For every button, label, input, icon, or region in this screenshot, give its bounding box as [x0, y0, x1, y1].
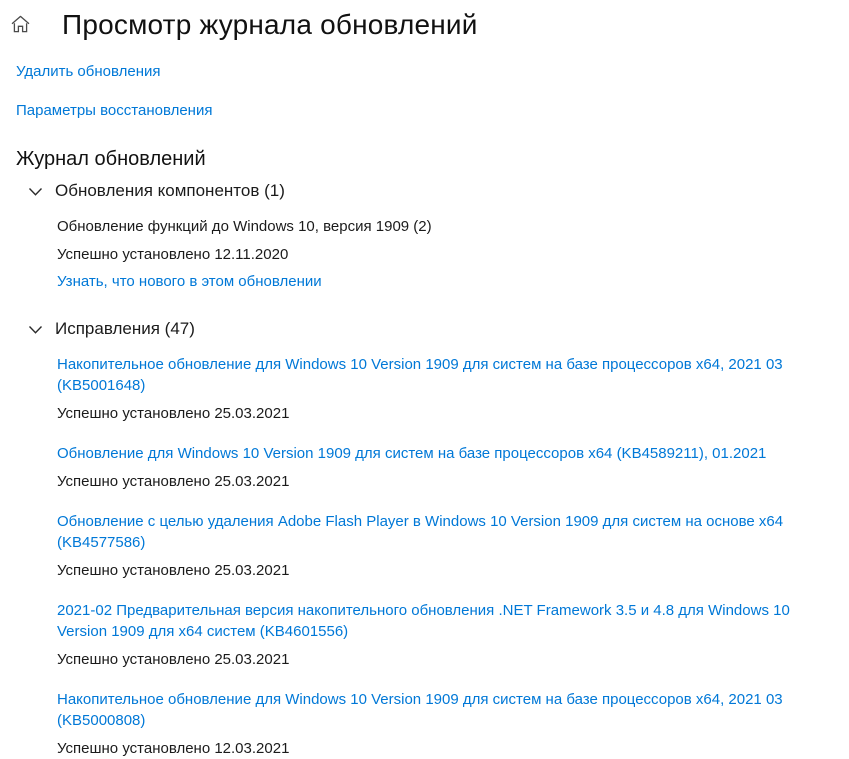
section-label-quality-updates: Исправления (47) [55, 319, 195, 338]
action-links: Удалить обновления Параметры восстановле… [16, 63, 849, 120]
update-status: Успешно установлено 25.03.2021 [57, 562, 290, 579]
update-title-link[interactable]: 2021-02 Предварительная версия накопител… [57, 602, 790, 640]
section-label-feature-updates: Обновления компонентов (1) [55, 181, 285, 200]
page-header: Просмотр журнала обновлений [0, 0, 849, 41]
update-item: Обновление функций до Windows 10, версия… [57, 216, 835, 291]
update-item: 2021-02 Предварительная версия накопител… [57, 600, 835, 670]
update-title-link[interactable]: Накопительное обновление для Windows 10 … [57, 356, 783, 394]
update-list: Накопительное обновление для Windows 10 … [57, 354, 849, 759]
section-header-feature-updates[interactable]: Обновления компонентов (1) [28, 179, 285, 203]
update-item: Накопительное обновление для Windows 10 … [57, 354, 835, 424]
update-title-link[interactable]: Обновление для Windows 10 Version 1909 д… [57, 445, 767, 462]
update-status: Успешно установлено 25.03.2021 [57, 405, 290, 422]
chevron-down-icon [28, 325, 43, 334]
update-item: Обновление для Windows 10 Version 1909 д… [57, 443, 835, 492]
recovery-options-link[interactable]: Параметры восстановления [16, 102, 213, 119]
update-title: Обновление функций до Windows 10, версия… [57, 218, 432, 235]
update-list: Обновление функций до Windows 10, версия… [57, 216, 849, 291]
update-item: Обновление с целью удаления Adobe Flash … [57, 511, 835, 581]
home-icon [10, 14, 31, 35]
uninstall-updates-link[interactable]: Удалить обновления [16, 63, 161, 80]
update-status: Успешно установлено 12.11.2020 [57, 246, 289, 263]
update-item: Накопительное обновление для Windows 10 … [57, 689, 835, 759]
update-title-link[interactable]: Накопительное обновление для Windows 10 … [57, 691, 783, 729]
update-status: Успешно установлено 25.03.2021 [57, 651, 290, 668]
whats-new-link[interactable]: Узнать, что нового в этом обновлении [57, 273, 322, 290]
history-heading: Журнал обновлений [16, 148, 206, 170]
update-status: Успешно установлено 25.03.2021 [57, 473, 290, 490]
update-title-link[interactable]: Обновление с целью удаления Adobe Flash … [57, 513, 784, 551]
section-feature-updates: Обновления компонентов (1) Обновление фу… [0, 179, 849, 291]
chevron-down-icon [28, 187, 43, 196]
update-status: Успешно установлено 12.03.2021 [57, 740, 290, 757]
page-title: Просмотр журнала обновлений [62, 9, 478, 40]
section-header-quality-updates[interactable]: Исправления (47) [28, 317, 195, 341]
section-quality-updates: Исправления (47) Накопительное обновлени… [0, 317, 849, 759]
